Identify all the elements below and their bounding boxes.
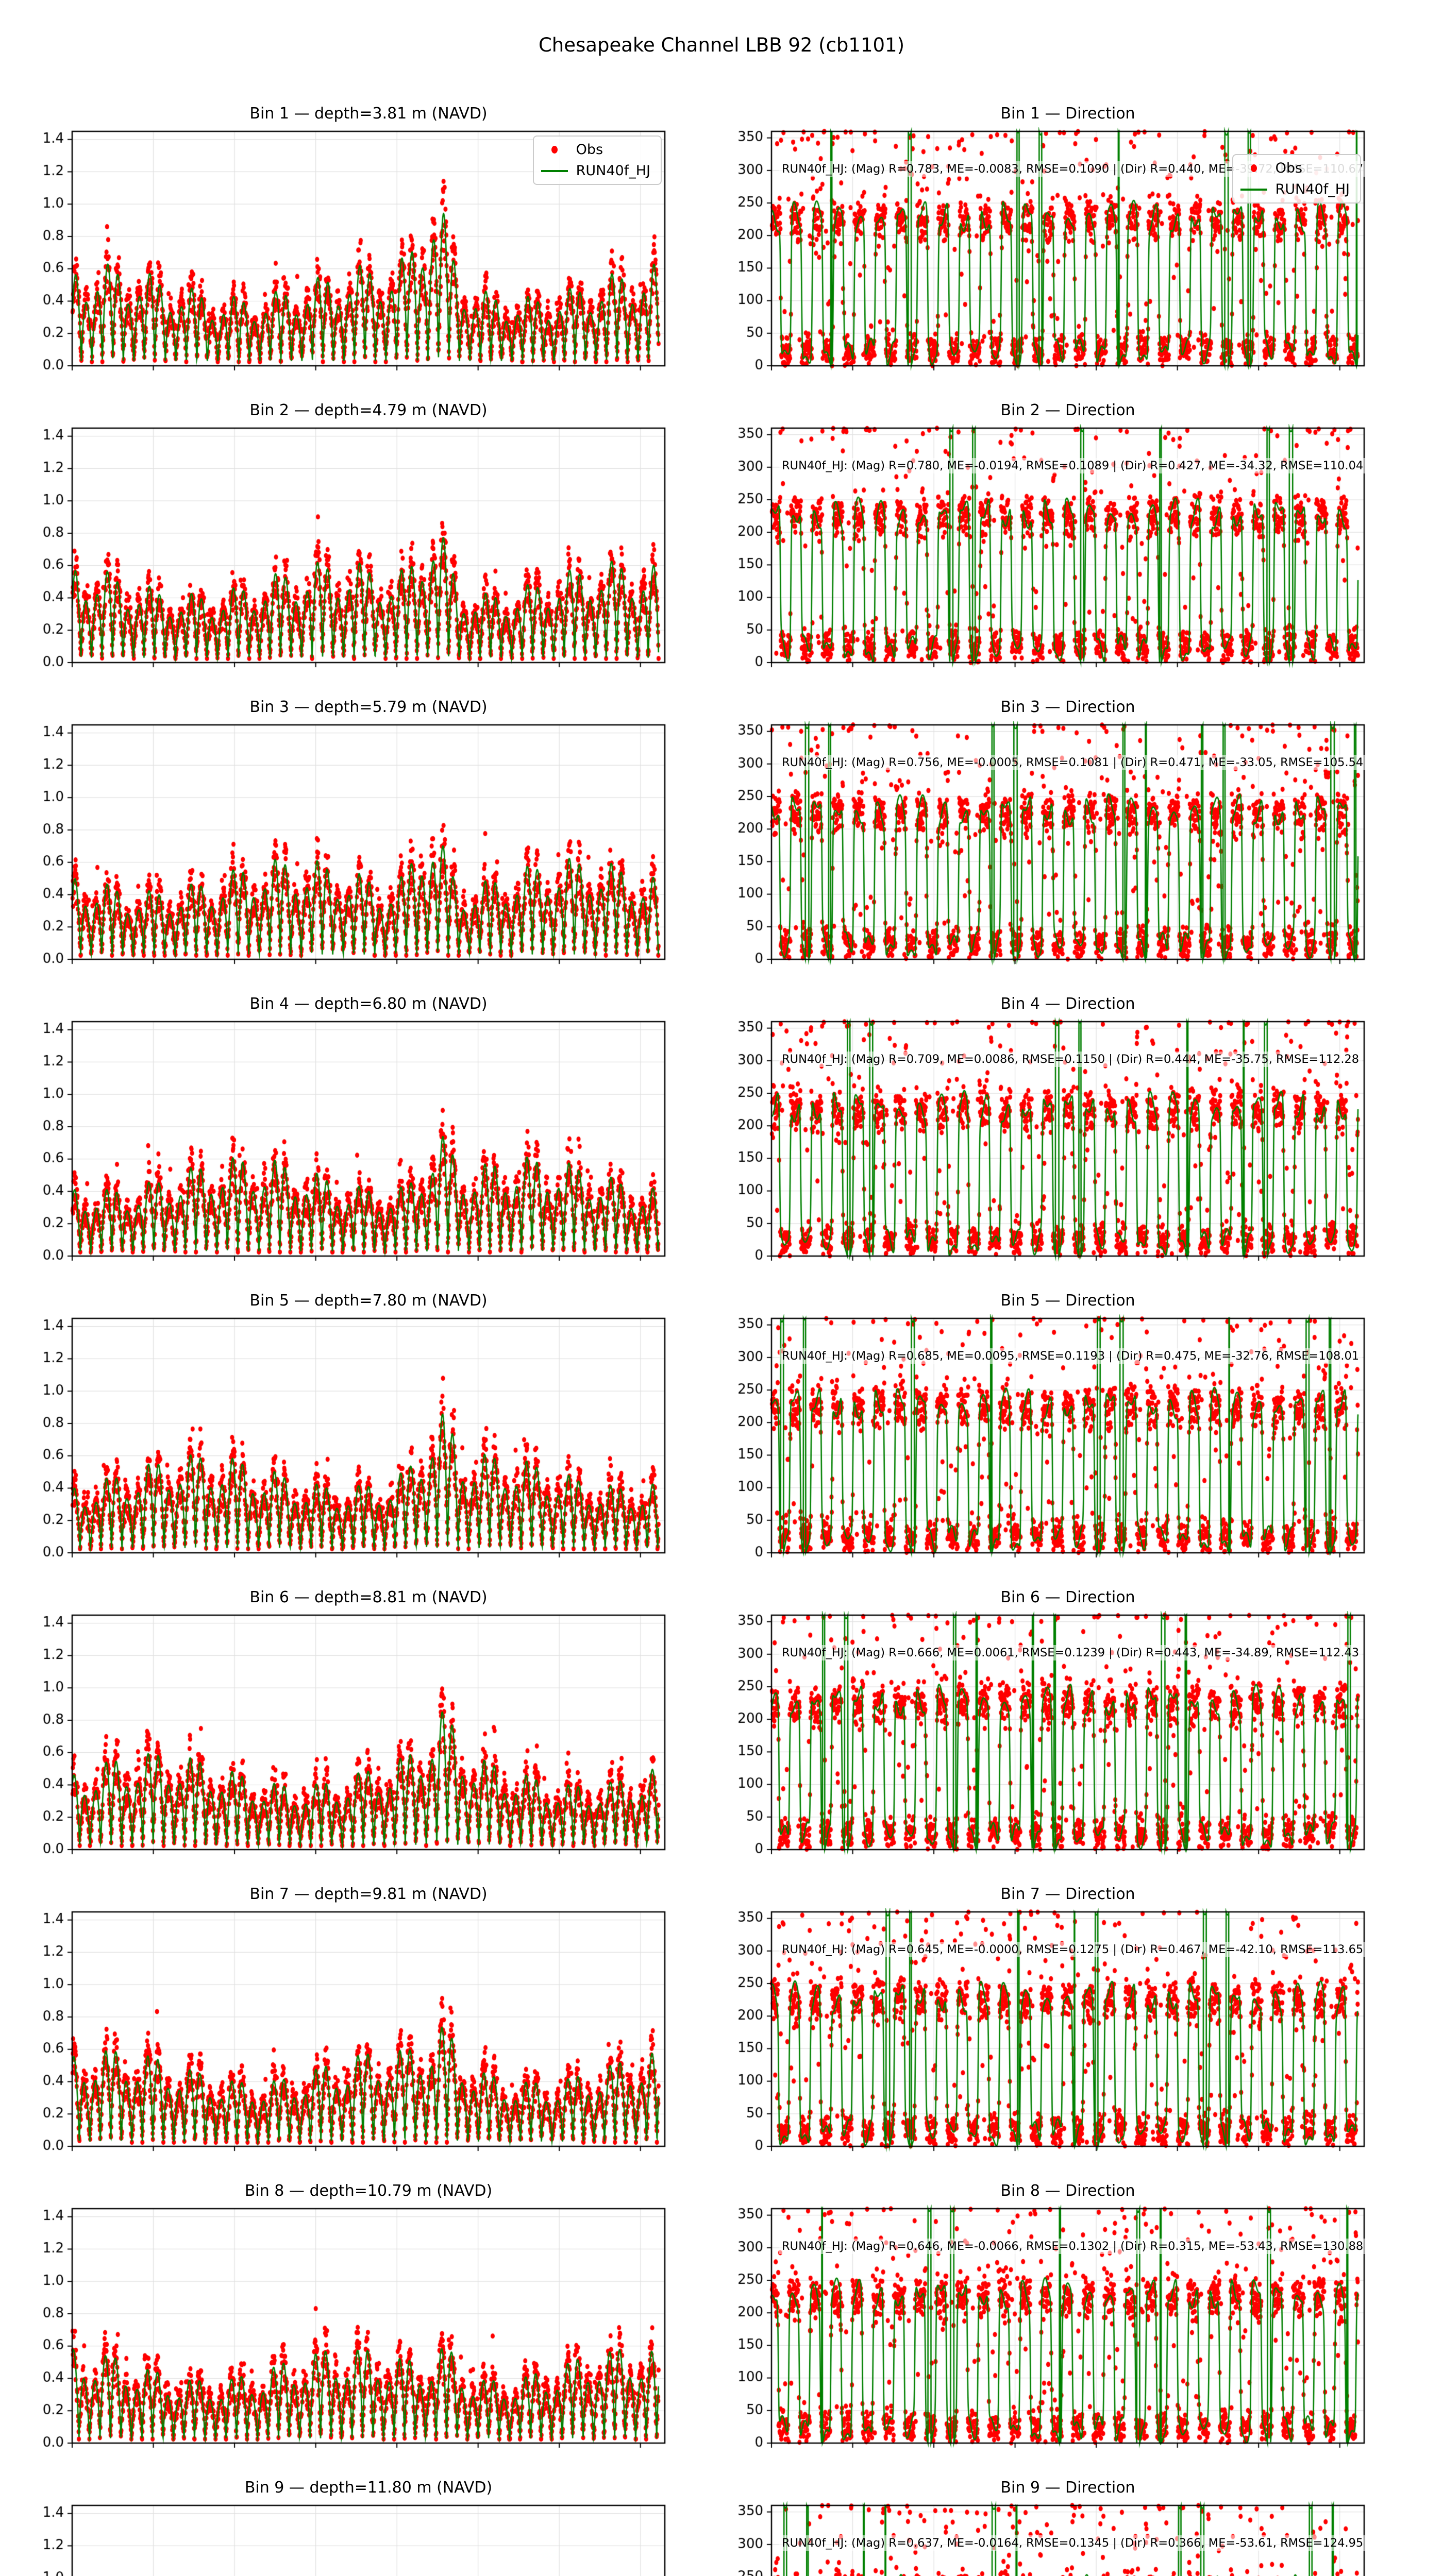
speed-panel: Bin 9 — depth=11.80 m (NAVD) Speed (m/s) <box>15 2479 670 2576</box>
speed-panel-title: Bin 6 — depth=8.81 m (NAVD) <box>249 1588 488 1606</box>
stats-annotation: RUN40f_HJ: (Mag) R=0.666, ME=0.0061, RMS… <box>779 1645 1363 1660</box>
speed-plot-canvas-bin-4 <box>15 1018 670 1285</box>
speed-legend: Obs RUN40f_HJ <box>532 135 662 185</box>
legend-obs-label: Obs <box>1275 160 1303 176</box>
model-marker-icon <box>541 170 568 172</box>
legend-entry-model: RUN40f_HJ <box>541 163 650 179</box>
speed-panel-title: Bin 3 — depth=5.79 m (NAVD) <box>249 698 488 716</box>
speed-plot-canvas-bin-7 <box>15 1908 670 2176</box>
bin-row-8: Bin 8 — depth=10.79 m (NAVD) Speed (m/s)… <box>0 2182 1443 2479</box>
direction-panel-title: Bin 3 — Direction <box>1000 698 1135 716</box>
direction-panel-title: Bin 1 — Direction <box>1000 105 1135 123</box>
direction-panel: Bin 8 — Direction Direction (deg) RUN40f… <box>715 2182 1369 2543</box>
speed-plot-canvas-bin-2 <box>15 424 670 692</box>
speed-panel-title: Bin 7 — depth=9.81 m (NAVD) <box>249 1885 488 1903</box>
legend-entry-obs: Obs <box>541 142 650 158</box>
figure-title: Chesapeake Channel LBB 92 (cb1101) <box>538 34 905 56</box>
direction-panel-title: Bin 6 — Direction <box>1000 1588 1135 1606</box>
speed-panel: Bin 8 — depth=10.79 m (NAVD) Speed (m/s) <box>15 2182 670 2543</box>
bin-row-2: Bin 2 — depth=4.79 m (NAVD) Speed (m/s) … <box>0 401 1443 698</box>
speed-panel-title: Bin 2 — depth=4.79 m (NAVD) <box>249 401 488 419</box>
direction-panel: Bin 6 — Direction Direction (deg) RUN40f… <box>715 1588 1369 1949</box>
bin-row-7: Bin 7 — depth=9.81 m (NAVD) Speed (m/s) … <box>0 1885 1443 2182</box>
speed-panel-title: Bin 1 — depth=3.81 m (NAVD) <box>249 105 488 123</box>
speed-plot-canvas-bin-5 <box>15 1314 670 1582</box>
bin-row-9: Bin 9 — depth=11.80 m (NAVD) Speed (m/s)… <box>0 2479 1443 2576</box>
speed-panel: Bin 1 — depth=3.81 m (NAVD) Speed (m/s) … <box>15 105 670 465</box>
direction-panel: Bin 4 — Direction Direction (deg) RUN40f… <box>715 995 1369 1355</box>
direction-panel: Bin 5 — Direction Direction (deg) RUN40f… <box>715 1292 1369 1652</box>
direction-legend: Obs RUN40f_HJ <box>1232 154 1361 204</box>
speed-plot-canvas-bin-9 <box>15 2501 670 2576</box>
stats-annotation: RUN40f_HJ: (Mag) R=0.780, ME=-0.0194, RM… <box>779 458 1367 473</box>
speed-panel-title: Bin 8 — depth=10.79 m (NAVD) <box>244 2182 493 2200</box>
legend-entry-obs: Obs <box>1240 160 1350 176</box>
direction-panel: Bin 2 — Direction Direction (deg) RUN40f… <box>715 401 1369 762</box>
bin-row-6: Bin 6 — depth=8.81 m (NAVD) Speed (m/s) … <box>0 1588 1443 1885</box>
direction-panel-title: Bin 8 — Direction <box>1000 2182 1135 2200</box>
bin-row-5: Bin 5 — depth=7.80 m (NAVD) Speed (m/s) … <box>0 1292 1443 1588</box>
legend-obs-label: Obs <box>576 142 603 158</box>
speed-plot-canvas-bin-8 <box>15 2205 670 2472</box>
bin-row-1: Bin 1 — depth=3.81 m (NAVD) Speed (m/s) … <box>0 105 1443 401</box>
direction-panel-title: Bin 7 — Direction <box>1000 1885 1135 1903</box>
speed-panel: Bin 3 — depth=5.79 m (NAVD) Speed (m/s) <box>15 698 670 1059</box>
speed-panel: Bin 7 — depth=9.81 m (NAVD) Speed (m/s) <box>15 1885 670 2246</box>
legend-entry-model: RUN40f_HJ <box>1240 181 1350 197</box>
direction-panel: Bin 1 — Direction Direction (deg) RUN40f… <box>715 105 1369 465</box>
obs-marker-icon <box>1240 164 1267 172</box>
direction-panel: Bin 7 — Direction Direction (deg) RUN40f… <box>715 1885 1369 2246</box>
speed-panel-title: Bin 5 — depth=7.80 m (NAVD) <box>249 1292 488 1310</box>
stats-annotation: RUN40f_HJ: (Mag) R=0.685, ME=0.0095, RMS… <box>779 1348 1363 1364</box>
stats-annotation: RUN40f_HJ: (Mag) R=0.637, ME=-0.0164, RM… <box>779 2535 1367 2551</box>
bin-row-3: Bin 3 — depth=5.79 m (NAVD) Speed (m/s) … <box>0 698 1443 995</box>
direction-panel-title: Bin 2 — Direction <box>1000 401 1135 419</box>
legend-model-label: RUN40f_HJ <box>576 163 650 179</box>
stats-annotation: RUN40f_HJ: (Mag) R=0.709, ME=0.0086, RMS… <box>779 1052 1363 1067</box>
speed-panel-title: Bin 9 — depth=11.80 m (NAVD) <box>244 2479 493 2497</box>
bin-row-4: Bin 4 — depth=6.80 m (NAVD) Speed (m/s) … <box>0 995 1443 1292</box>
direction-panel-title: Bin 4 — Direction <box>1000 995 1135 1013</box>
speed-plot-canvas-bin-6 <box>15 1611 670 1879</box>
model-marker-icon <box>1240 188 1267 191</box>
speed-panel: Bin 6 — depth=8.81 m (NAVD) Speed (m/s) <box>15 1588 670 1949</box>
obs-marker-icon <box>541 146 568 154</box>
stats-annotation: RUN40f_HJ: (Mag) R=0.756, ME=-0.0005, RM… <box>779 755 1367 770</box>
speed-panel-title: Bin 4 — depth=6.80 m (NAVD) <box>249 995 488 1013</box>
legend-model-label: RUN40f_HJ <box>1275 181 1350 197</box>
direction-panel-title: Bin 9 — Direction <box>1000 2479 1135 2497</box>
direction-panel-title: Bin 5 — Direction <box>1000 1292 1135 1310</box>
speed-plot-canvas-bin-3 <box>15 721 670 989</box>
speed-panel: Bin 5 — depth=7.80 m (NAVD) Speed (m/s) <box>15 1292 670 1652</box>
direction-panel: Bin 9 — Direction Direction (deg) RUN40f… <box>715 2479 1369 2576</box>
speed-panel: Bin 4 — depth=6.80 m (NAVD) Speed (m/s) <box>15 995 670 1355</box>
speed-panel: Bin 2 — depth=4.79 m (NAVD) Speed (m/s) <box>15 401 670 762</box>
stats-annotation: RUN40f_HJ: (Mag) R=0.646, ME=-0.0066, RM… <box>779 2239 1367 2254</box>
direction-panel: Bin 3 — Direction Direction (deg) RUN40f… <box>715 698 1369 1059</box>
stats-annotation: RUN40f_HJ: (Mag) R=0.645, ME=-0.0000, RM… <box>779 1942 1367 1957</box>
